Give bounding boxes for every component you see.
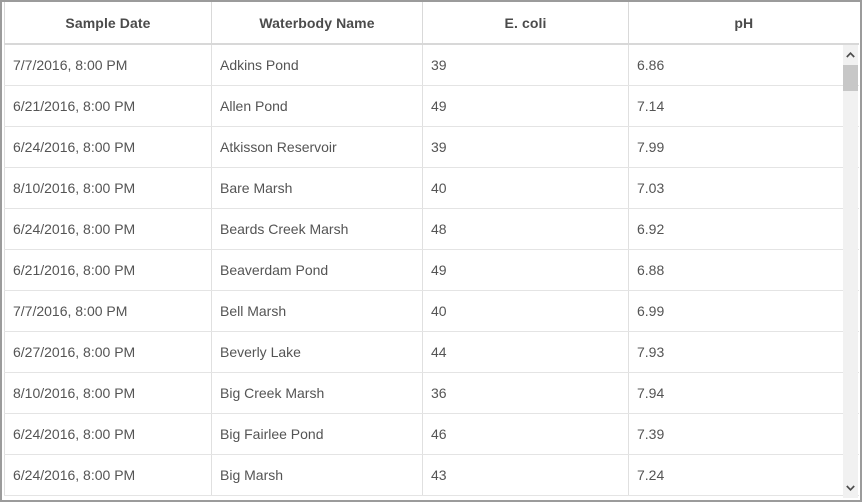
column-header-waterbody-name[interactable]: Waterbody Name bbox=[211, 2, 423, 45]
table-row[interactable]: 6/21/2016, 8:00 PM Beaverdam Pond 49 6.8… bbox=[4, 249, 859, 291]
cell-ph: 6.99 bbox=[628, 290, 859, 332]
cell-waterbody-name: Allen Pond bbox=[211, 85, 423, 127]
cell-e-coli: 46 bbox=[422, 413, 629, 455]
cell-sample-date: 6/24/2016, 8:00 PM bbox=[4, 208, 212, 250]
cell-waterbody-name: Big Marsh bbox=[211, 454, 423, 496]
header-row: Sample Date Waterbody Name E. coli pH bbox=[4, 2, 859, 45]
cell-sample-date: 6/21/2016, 8:00 PM bbox=[4, 249, 212, 291]
table-row[interactable]: 6/24/2016, 8:00 PM Atkisson Reservoir 39… bbox=[4, 126, 859, 168]
chevron-down-icon bbox=[846, 485, 855, 491]
cell-ph: 7.03 bbox=[628, 167, 859, 209]
cell-ph: 6.88 bbox=[628, 249, 859, 291]
cell-ph: 7.94 bbox=[628, 372, 859, 414]
table-row[interactable]: 7/7/2016, 8:00 PM Bell Marsh 40 6.99 bbox=[4, 290, 859, 332]
table-row[interactable]: 6/24/2016, 8:00 PM Big Fairlee Pond 46 7… bbox=[4, 413, 859, 455]
cell-sample-date: 8/10/2016, 8:00 PM bbox=[4, 372, 212, 414]
cell-ph: 6.86 bbox=[628, 44, 859, 86]
scroll-down-button[interactable] bbox=[843, 480, 858, 496]
column-header-sample-date[interactable]: Sample Date bbox=[4, 2, 212, 45]
vertical-scrollbar[interactable] bbox=[843, 45, 858, 498]
cell-sample-date: 7/7/2016, 8:00 PM bbox=[4, 44, 212, 86]
cell-waterbody-name: Beverly Lake bbox=[211, 331, 423, 373]
cell-waterbody-name: Big Creek Marsh bbox=[211, 372, 423, 414]
cell-e-coli: 39 bbox=[422, 44, 629, 86]
scroll-up-button[interactable] bbox=[843, 47, 858, 63]
table-row[interactable]: 8/10/2016, 8:00 PM Big Creek Marsh 36 7.… bbox=[4, 372, 859, 414]
cell-e-coli: 40 bbox=[422, 167, 629, 209]
cell-e-coli: 40 bbox=[422, 290, 629, 332]
cell-sample-date: 6/24/2016, 8:00 PM bbox=[4, 454, 212, 496]
cell-e-coli: 39 bbox=[422, 126, 629, 168]
table-header: Sample Date Waterbody Name E. coli pH bbox=[4, 2, 859, 45]
cell-e-coli: 49 bbox=[422, 85, 629, 127]
table-row[interactable]: 6/21/2016, 8:00 PM Allen Pond 49 7.14 bbox=[4, 85, 859, 127]
table-body: 7/7/2016, 8:00 PM Adkins Pond 39 6.86 6/… bbox=[4, 44, 859, 496]
cell-e-coli: 48 bbox=[422, 208, 629, 250]
cell-ph: 7.24 bbox=[628, 454, 859, 496]
cell-e-coli: 43 bbox=[422, 454, 629, 496]
chevron-up-icon bbox=[846, 52, 855, 58]
cell-ph: 6.92 bbox=[628, 208, 859, 250]
cell-sample-date: 6/24/2016, 8:00 PM bbox=[4, 126, 212, 168]
scrollbar-thumb[interactable] bbox=[843, 65, 858, 91]
table-row[interactable]: 8/10/2016, 8:00 PM Bare Marsh 40 7.03 bbox=[4, 167, 859, 209]
table-row[interactable]: 6/24/2016, 8:00 PM Big Marsh 43 7.24 bbox=[4, 454, 859, 496]
cell-sample-date: 6/24/2016, 8:00 PM bbox=[4, 413, 212, 455]
table-row[interactable]: 7/7/2016, 8:00 PM Adkins Pond 39 6.86 bbox=[4, 44, 859, 86]
cell-sample-date: 6/21/2016, 8:00 PM bbox=[4, 85, 212, 127]
cell-e-coli: 36 bbox=[422, 372, 629, 414]
cell-sample-date: 8/10/2016, 8:00 PM bbox=[4, 167, 212, 209]
cell-e-coli: 44 bbox=[422, 331, 629, 373]
cell-waterbody-name: Beaverdam Pond bbox=[211, 249, 423, 291]
table-row[interactable]: 6/27/2016, 8:00 PM Beverly Lake 44 7.93 bbox=[4, 331, 859, 373]
column-header-e-coli[interactable]: E. coli bbox=[422, 2, 629, 45]
cell-waterbody-name: Beards Creek Marsh bbox=[211, 208, 423, 250]
cell-waterbody-name: Bell Marsh bbox=[211, 290, 423, 332]
table-row[interactable]: 6/24/2016, 8:00 PM Beards Creek Marsh 48… bbox=[4, 208, 859, 250]
cell-ph: 7.14 bbox=[628, 85, 859, 127]
cell-ph: 7.39 bbox=[628, 413, 859, 455]
cell-waterbody-name: Atkisson Reservoir bbox=[211, 126, 423, 168]
cell-ph: 7.93 bbox=[628, 331, 859, 373]
cell-e-coli: 49 bbox=[422, 249, 629, 291]
cell-waterbody-name: Big Fairlee Pond bbox=[211, 413, 423, 455]
column-header-ph[interactable]: pH bbox=[628, 2, 859, 45]
cell-sample-date: 6/27/2016, 8:00 PM bbox=[4, 331, 212, 373]
cell-waterbody-name: Bare Marsh bbox=[211, 167, 423, 209]
attribute-table: Sample Date Waterbody Name E. coli pH 7/… bbox=[4, 2, 859, 496]
cell-ph: 7.99 bbox=[628, 126, 859, 168]
cell-sample-date: 7/7/2016, 8:00 PM bbox=[4, 290, 212, 332]
cell-waterbody-name: Adkins Pond bbox=[211, 44, 423, 86]
